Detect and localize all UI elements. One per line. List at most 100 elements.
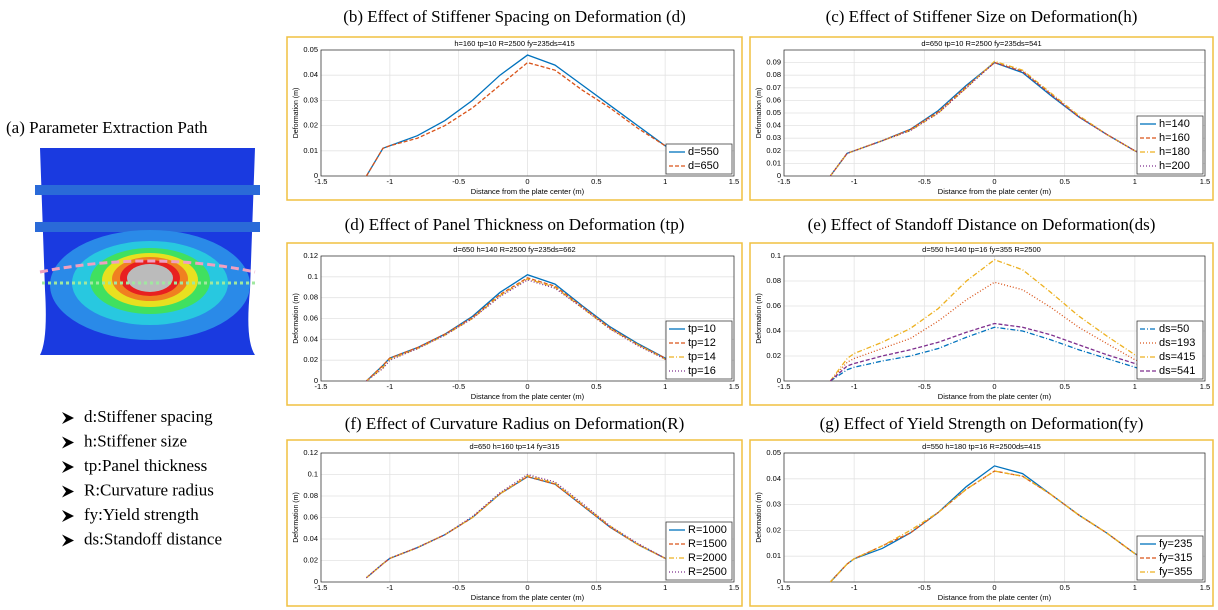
chart-title: (c) Effect of Stiffener Size on Deformat… xyxy=(826,7,1138,26)
chart-subtitle: d=550 h=140 tp=16 fy=355 R=2500 xyxy=(922,245,1041,254)
x-axis-label: Distance from the plate center (m) xyxy=(471,392,585,401)
x-tick-label: -0.5 xyxy=(452,583,465,592)
legend-label: h=140 xyxy=(1159,118,1190,130)
y-tick-label: 0 xyxy=(777,376,781,385)
legend-label: tp=16 xyxy=(688,365,716,377)
y-tick-label: 0.1 xyxy=(308,469,318,478)
y-axis-label: Deformation (m) xyxy=(756,293,763,344)
panel-a-title: (a) Parameter Extraction Path xyxy=(6,118,208,137)
x-tick-label: 1.5 xyxy=(729,583,739,592)
x-tick-label: 1 xyxy=(663,382,667,391)
x-axis-label: Distance from the plate center (m) xyxy=(938,392,1052,401)
chart-subtitle: h=160 tp=10 R=2500 fy=235ds=415 xyxy=(454,39,574,48)
legend-label: R=2000 xyxy=(688,552,727,564)
y-tick-label: 0.05 xyxy=(766,108,781,117)
y-tick-label: 0.06 xyxy=(766,95,781,104)
x-tick-label: 1.5 xyxy=(729,382,739,391)
chart-title: (b) Effect of Stiffener Spacing on Defor… xyxy=(343,7,686,26)
y-tick-label: 0.01 xyxy=(303,146,318,155)
chart-panel: (f) Effect of Curvature Radius on Deform… xyxy=(286,414,743,607)
x-tick-label: 0 xyxy=(992,583,996,592)
y-tick-label: 0.02 xyxy=(766,351,781,360)
chart-subtitle: d=650 h=160 tp=14 fy=315 xyxy=(469,442,559,451)
y-tick-label: 0.04 xyxy=(766,326,781,335)
legend-label: ds=193 xyxy=(1159,337,1195,349)
series-line xyxy=(829,259,1164,382)
x-tick-label: -1 xyxy=(386,583,393,592)
y-axis-label: Deformation (m) xyxy=(756,492,763,543)
legend-box xyxy=(665,521,733,581)
legend-label: ds=541 xyxy=(1159,365,1195,377)
y-tick-label: 0.07 xyxy=(766,83,781,92)
y-tick-label: 0.02 xyxy=(766,525,781,534)
y-tick-label: 0.06 xyxy=(303,512,318,521)
x-axis-label: Distance from the plate center (m) xyxy=(938,593,1052,602)
x-tick-label: -1.5 xyxy=(778,583,791,592)
y-tick-label: 0.05 xyxy=(303,45,318,54)
series-line xyxy=(829,326,1164,382)
x-tick-label: -1.5 xyxy=(315,177,328,186)
y-tick-label: 0.02 xyxy=(766,146,781,155)
y-tick-label: 0.12 xyxy=(303,251,318,260)
series-line xyxy=(365,54,694,177)
y-tick-label: 0.08 xyxy=(303,293,318,302)
series-line xyxy=(829,61,1164,177)
x-tick-label: 0.5 xyxy=(591,583,601,592)
x-tick-label: 0 xyxy=(992,177,996,186)
x-tick-label: 1 xyxy=(663,583,667,592)
plate-model xyxy=(35,148,260,355)
legend-label: tp=10 xyxy=(688,323,716,335)
x-tick-label: 1 xyxy=(1133,177,1137,186)
x-tick-label: 0.5 xyxy=(1059,583,1069,592)
y-tick-label: 0.04 xyxy=(303,70,318,79)
x-tick-label: -1.5 xyxy=(778,382,791,391)
legend-label: d=550 xyxy=(688,146,719,158)
legend-label: fy=235 xyxy=(1159,538,1192,550)
parameter-item: fy:Yield strength xyxy=(84,505,199,524)
y-tick-label: 0.08 xyxy=(303,491,318,500)
legend-label: fy=315 xyxy=(1159,552,1192,564)
y-tick-label: 0 xyxy=(777,577,781,586)
y-tick-label: 0.04 xyxy=(766,474,781,483)
legend-label: h=160 xyxy=(1159,132,1190,144)
y-tick-label: 0.01 xyxy=(766,158,781,167)
legend-label: h=180 xyxy=(1159,146,1190,158)
y-tick-label: 0.03 xyxy=(303,95,318,104)
series-line xyxy=(829,470,1164,583)
legend-label: tp=12 xyxy=(688,337,716,349)
bullet-arrow xyxy=(62,436,74,449)
x-tick-label: 1 xyxy=(1133,583,1137,592)
series-line xyxy=(365,61,694,177)
y-tick-label: 0.02 xyxy=(303,355,318,364)
parameter-list: d:Stiffener spacing h:Stiffener size tp:Pa… xyxy=(62,407,222,548)
x-tick-label: -0.5 xyxy=(918,177,931,186)
chart-title: (d) Effect of Panel Thickness on Deforma… xyxy=(345,215,685,234)
y-tick-label: 0.05 xyxy=(766,448,781,457)
series-line xyxy=(366,473,693,579)
x-tick-label: -1 xyxy=(851,382,858,391)
x-tick-label: -1 xyxy=(851,177,858,186)
x-axis-label: Distance from the plate center (m) xyxy=(471,187,585,196)
y-axis-label: Deformation (m) xyxy=(293,88,300,139)
legend-label: R=2500 xyxy=(688,566,727,578)
x-tick-label: -1 xyxy=(851,583,858,592)
y-tick-label: 0.06 xyxy=(303,313,318,322)
x-tick-label: -1 xyxy=(386,382,393,391)
x-tick-label: -1.5 xyxy=(778,177,791,186)
x-tick-label: 1.5 xyxy=(1200,177,1210,186)
y-tick-label: 0.04 xyxy=(303,334,318,343)
y-tick-label: 0.01 xyxy=(766,551,781,560)
parameter-item: h:Stiffener size xyxy=(84,431,187,450)
chart-panel: (b) Effect of Stiffener Spacing on Defor… xyxy=(286,7,743,201)
chart-panel: (d) Effect of Panel Thickness on Deforma… xyxy=(286,215,743,406)
bullet-arrow xyxy=(62,461,74,473)
x-tick-label: 0 xyxy=(992,382,996,391)
x-tick-label: -0.5 xyxy=(452,177,465,186)
x-tick-label: 1.5 xyxy=(1200,382,1210,391)
axes-box xyxy=(320,255,735,382)
y-tick-label: 0.08 xyxy=(766,276,781,285)
series-line xyxy=(829,322,1164,382)
bullet-arrow xyxy=(62,412,74,424)
